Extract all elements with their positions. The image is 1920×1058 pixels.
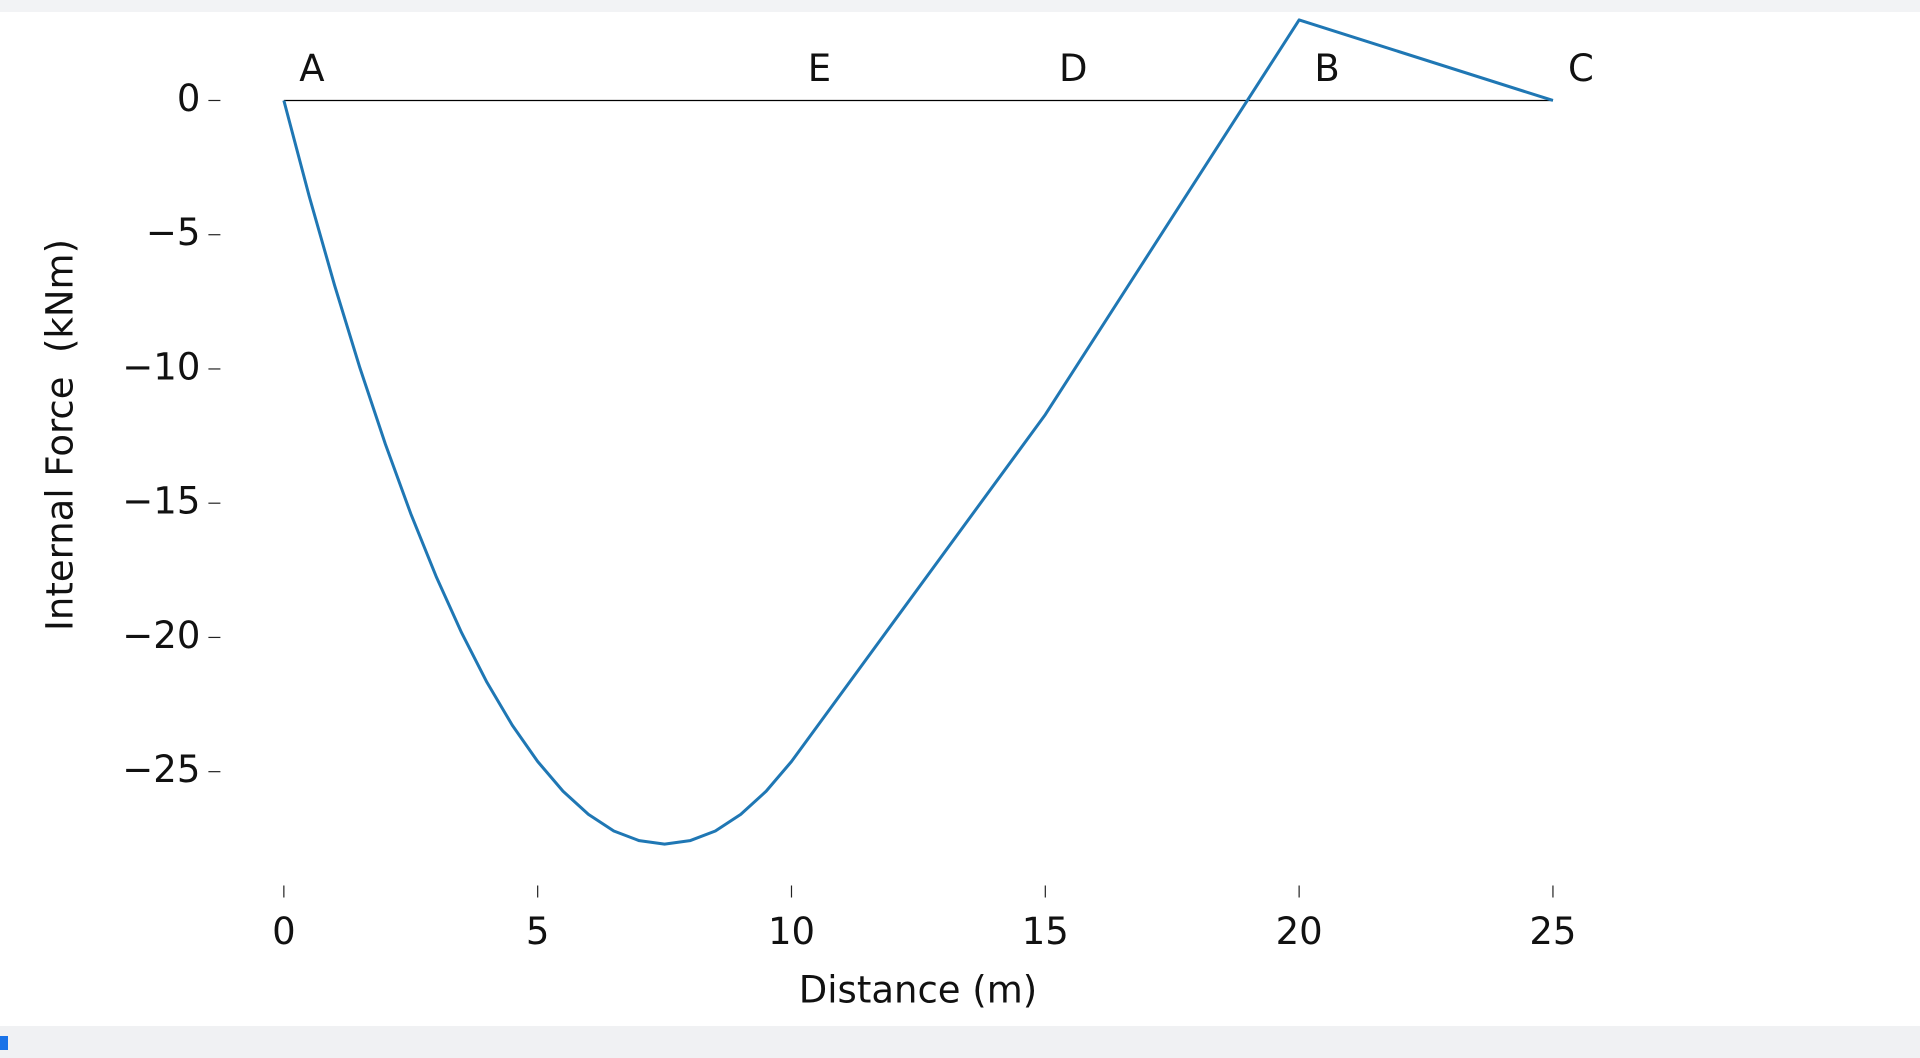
top-bar xyxy=(0,0,1920,12)
x-tick-label: 10 xyxy=(768,910,815,953)
point-label: E xyxy=(808,47,831,90)
y-axis-label: Internal Force (kNm) xyxy=(39,239,82,631)
x-tick-label: 0 xyxy=(272,910,296,953)
status-indicator xyxy=(0,1036,8,1050)
y-tick-label: −10 xyxy=(122,345,200,388)
y-tick-label: −5 xyxy=(146,211,201,254)
x-tick-label: 25 xyxy=(1529,910,1576,953)
x-tick-label: 5 xyxy=(526,910,550,953)
y-tick-label: −15 xyxy=(122,480,200,523)
y-tick-label: −25 xyxy=(122,748,200,791)
moment-line xyxy=(282,18,1554,846)
x-axis-label: Distance (m) xyxy=(799,969,1037,1012)
point-label: C xyxy=(1568,47,1594,90)
y-tick-label: −20 xyxy=(122,614,200,657)
y-tick-label: 0 xyxy=(177,77,201,120)
point-label: A xyxy=(299,47,324,90)
point-label: D xyxy=(1059,47,1088,90)
bottom-bar xyxy=(0,1026,1920,1058)
x-tick-label: 15 xyxy=(1022,910,1069,953)
point-label: B xyxy=(1314,47,1339,90)
x-tick-label: 20 xyxy=(1276,910,1323,953)
